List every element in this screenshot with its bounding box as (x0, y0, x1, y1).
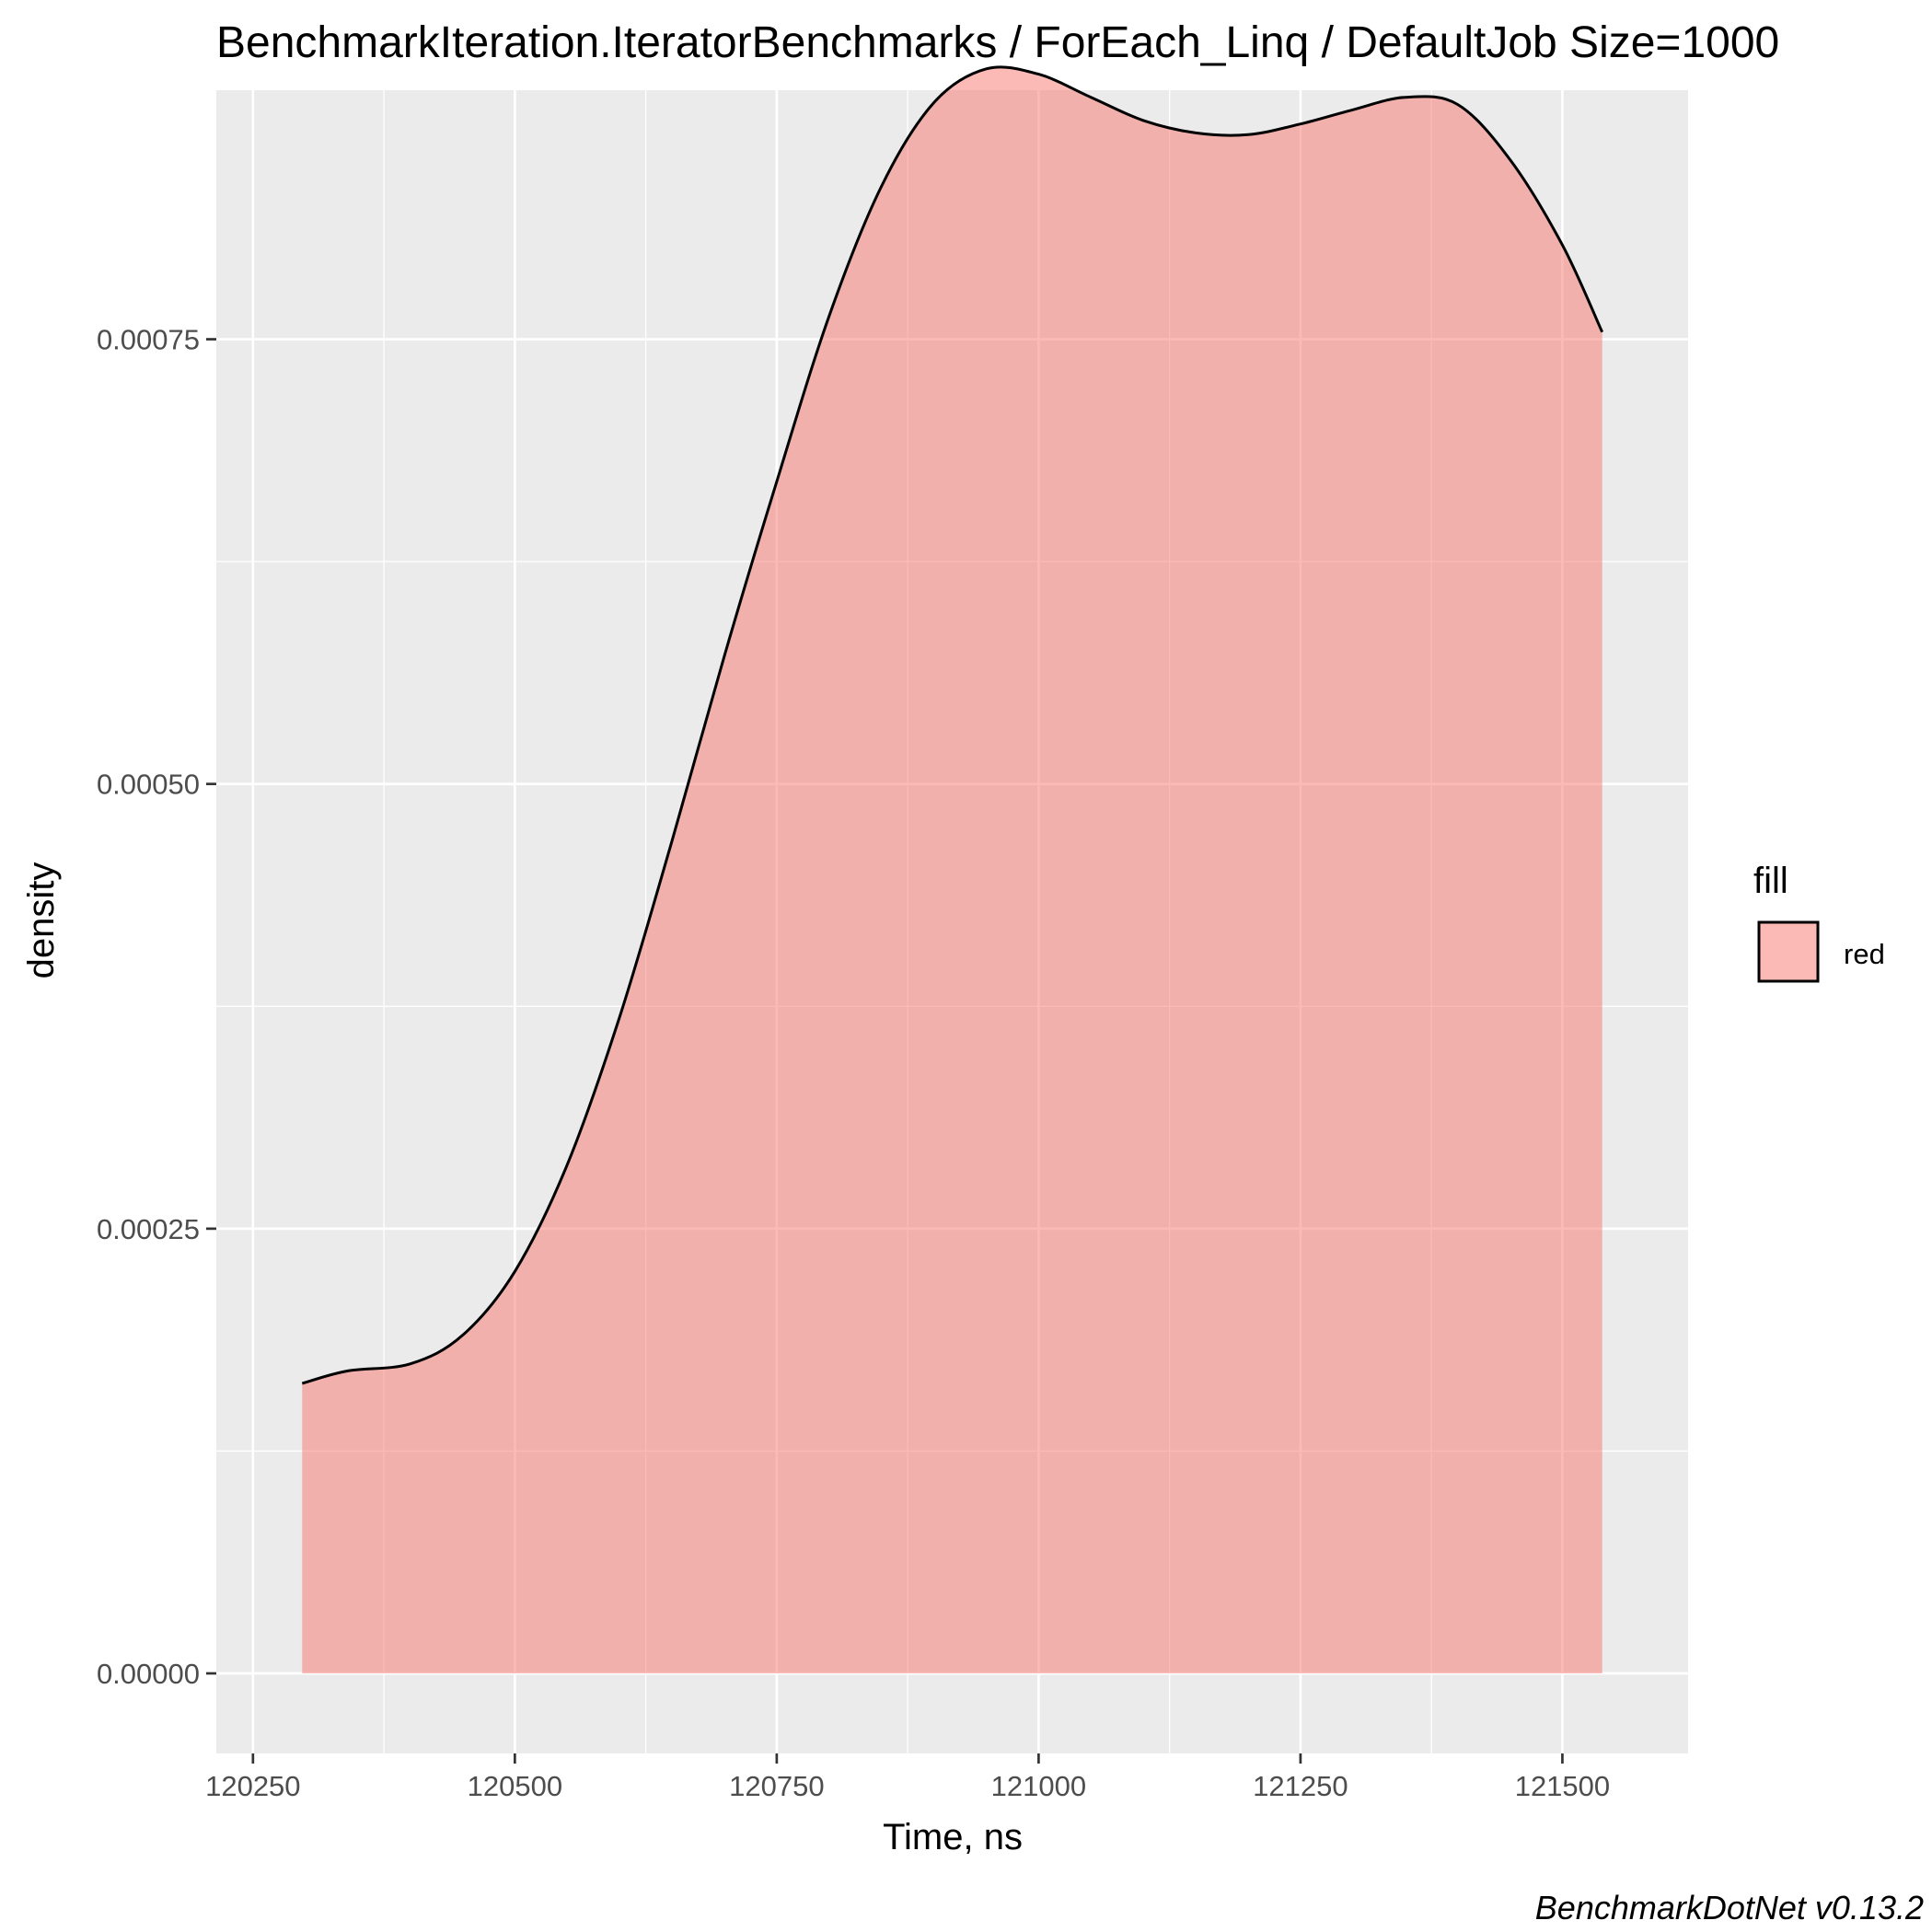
x-tick-label: 120500 (468, 1770, 562, 1802)
y-tick-labels: 0.00000 0.00025 0.00050 0.00075 (97, 324, 200, 1690)
legend: fill red (1753, 861, 1885, 983)
legend-label-red: red (1844, 938, 1885, 970)
chart-caption: BenchmarkDotNet v0.13.2 (1535, 1889, 1924, 1926)
axis-ticks (206, 338, 1564, 1764)
density-layer (301, 65, 1604, 1673)
legend-title: fill (1753, 861, 1788, 901)
y-tick-label: 0.00025 (97, 1213, 200, 1245)
x-tick-label: 121500 (1515, 1770, 1610, 1802)
y-axis-title: density (21, 862, 62, 979)
y-tick-label: 0.00075 (97, 324, 200, 356)
density-area (302, 66, 1602, 1673)
x-tick-label: 121250 (1253, 1770, 1348, 1802)
y-tick-label: 0.00050 (97, 769, 200, 801)
density-curve (301, 65, 1604, 1385)
x-tick-label: 121000 (991, 1770, 1086, 1802)
legend-key-red (1757, 920, 1820, 983)
x-tick-label: 120250 (205, 1770, 300, 1802)
y-tick-label: 0.00000 (97, 1658, 200, 1690)
x-tick-labels: 120250 120500 120750 121000 121250 121500 (205, 1770, 1610, 1802)
chart-title: BenchmarkIteration.IteratorBenchmarks / … (216, 18, 1779, 67)
x-tick-label: 120750 (729, 1770, 824, 1802)
x-axis-title: Time, ns (883, 1817, 1023, 1857)
